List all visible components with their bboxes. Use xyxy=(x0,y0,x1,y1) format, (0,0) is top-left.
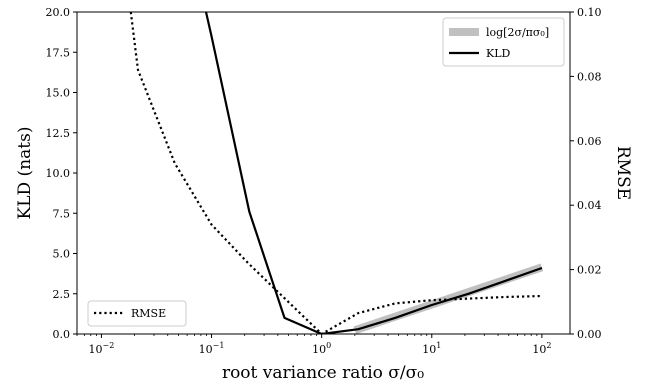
legend-bottom-left-box xyxy=(87,300,187,327)
legend-top-right: log[2σ/πσ₀] KLD xyxy=(442,17,565,67)
x-tick-base: 10 xyxy=(422,343,436,356)
y-right-tick-label: 0.00 xyxy=(577,328,602,341)
x-tick-label: 10−2 xyxy=(89,341,115,356)
y-right-tick-label: 0.08 xyxy=(577,70,602,83)
legend-kld-label: KLD xyxy=(486,47,511,60)
x-tick-base: 10 xyxy=(199,343,213,356)
x-tick-base: 10 xyxy=(89,343,103,356)
x-tick-exponent: −2 xyxy=(103,341,115,350)
y-left-tick-label: 7.5 xyxy=(53,207,71,220)
y-right-tick-label: 0.02 xyxy=(577,264,602,277)
y-left-tick-label: 10.0 xyxy=(46,167,71,180)
x-tick-label: 10−1 xyxy=(199,341,225,356)
series-kld-line xyxy=(204,12,543,334)
x-tick-label: 102 xyxy=(532,341,551,356)
y-left-tick-label: 0.0 xyxy=(53,328,71,341)
y-left-tick-label: 12.5 xyxy=(46,127,71,140)
y-left-axis-ticks: 0.0 2.5 5.0 7.5 10.0 12.5 15.0 17.5 20.0 xyxy=(46,6,77,341)
legend-bottom-left: RMSE xyxy=(87,300,187,327)
x-tick-exponent: 0 xyxy=(326,341,331,350)
x-tick-exponent: 2 xyxy=(546,341,551,350)
y-left-tick-label: 20.0 xyxy=(46,6,71,19)
x-tick-exponent: 1 xyxy=(436,341,441,350)
legend-log-label: log[2σ/πσ₀] xyxy=(486,26,549,39)
x-tick-base: 10 xyxy=(312,343,326,356)
x-axis-ticks: 10−2 10−1 100 101 102 xyxy=(76,334,551,356)
y-right-axis-label: RMSE xyxy=(613,146,633,200)
y-left-tick-label: 5.0 xyxy=(53,248,71,261)
legend-rmse-label: RMSE xyxy=(131,307,166,320)
x-tick-label: 101 xyxy=(422,341,441,356)
y-left-tick-label: 17.5 xyxy=(46,46,71,59)
x-tick-label: 100 xyxy=(312,341,331,356)
y-right-tick-label: 0.04 xyxy=(577,199,602,212)
y-right-axis-ticks: 0.00 0.02 0.04 0.06 0.08 0.10 xyxy=(570,6,602,341)
y-left-tick-label: 2.5 xyxy=(53,288,71,301)
x-tick-exponent: −1 xyxy=(213,341,225,350)
y-right-tick-label: 0.10 xyxy=(577,6,602,19)
series-layer xyxy=(129,12,544,334)
y-left-axis-label: KLD (nats) xyxy=(15,127,35,220)
y-right-tick-label: 0.06 xyxy=(577,135,602,148)
x-tick-base: 10 xyxy=(532,343,546,356)
x-axis-label: root variance ratio σ/σ₀ xyxy=(222,363,424,383)
y-left-tick-label: 15.0 xyxy=(46,87,71,100)
